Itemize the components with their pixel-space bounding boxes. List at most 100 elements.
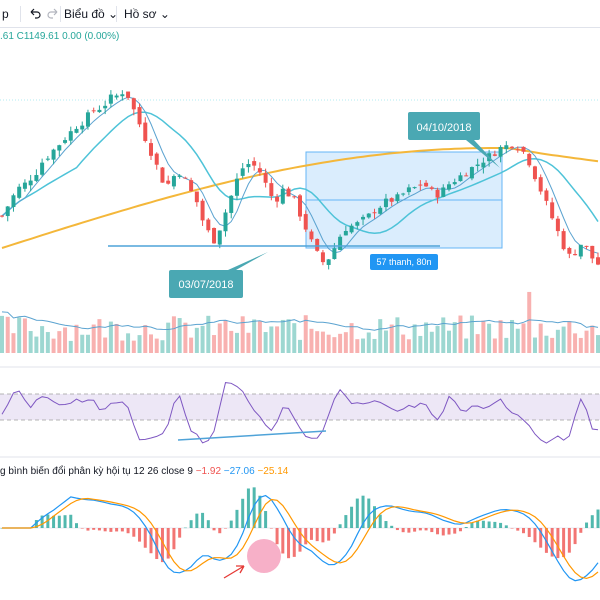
volume-bar — [561, 326, 566, 353]
volume-bar — [401, 334, 406, 353]
undo-icon[interactable] — [28, 0, 44, 28]
macd-histogram-bar — [75, 523, 78, 528]
volume-bar — [80, 334, 85, 353]
volume-bar — [326, 334, 331, 353]
volume-bar — [246, 332, 251, 353]
volume-bar — [510, 319, 515, 353]
volume-bar — [315, 331, 320, 353]
macd-histogram-bar — [430, 528, 434, 533]
candle-body — [194, 191, 199, 203]
profile-menu[interactable]: Hồ sơ ⌄ — [124, 0, 170, 28]
macd-histogram-bar — [499, 522, 503, 528]
volume-bar — [63, 327, 68, 353]
volume-bar — [189, 337, 194, 353]
candle-body — [372, 212, 377, 214]
rsi-divergence-trendline[interactable] — [177, 430, 327, 441]
volume-bar — [280, 319, 285, 353]
candle-body — [212, 227, 217, 244]
candle-body — [303, 214, 308, 230]
candle-body — [74, 128, 79, 133]
candle-body — [85, 112, 90, 127]
volume-bar — [17, 317, 22, 353]
volume-bar — [590, 325, 595, 353]
candle-body — [469, 167, 474, 179]
volume-bar — [406, 339, 411, 353]
candle-body — [57, 145, 62, 151]
chart-type-menu[interactable]: Biểu đồ ⌄ — [64, 0, 118, 28]
macd-histogram-bar — [476, 520, 480, 528]
volume-bar — [257, 321, 262, 353]
macd-histogram-bar — [447, 528, 451, 535]
candle-body — [28, 180, 33, 186]
candle-body — [269, 183, 274, 196]
redo-icon[interactable] — [46, 0, 62, 28]
toolbar-partial-label: p — [2, 7, 9, 21]
macd-histogram-bar — [224, 528, 227, 529]
volume-bar — [126, 333, 131, 353]
candle-body — [63, 140, 68, 143]
volume-bar — [596, 335, 600, 353]
candle-body — [68, 131, 73, 141]
callout-bottom[interactable]: 03/07/2018 — [169, 252, 268, 298]
macd-histogram-bar — [332, 528, 336, 534]
candle-body — [51, 149, 56, 160]
macd-histogram-bar — [361, 495, 365, 528]
macd-histogram-bar — [579, 528, 583, 533]
macd-histogram-bar — [309, 528, 313, 540]
macd-histogram-bar — [109, 528, 113, 532]
candle-body — [510, 146, 515, 148]
volume-bar — [452, 322, 457, 353]
candle-body — [578, 244, 583, 257]
volume-bar — [51, 338, 56, 353]
macd-histogram-bar — [132, 528, 136, 537]
volume-bar — [223, 320, 228, 353]
macd-histogram-bar — [195, 513, 199, 528]
candle-body — [246, 164, 251, 168]
volume-bar — [234, 332, 239, 353]
candle-body — [149, 143, 153, 156]
volume-bar — [487, 323, 492, 353]
macd-histogram-bar — [378, 514, 382, 528]
candle-body — [343, 230, 348, 236]
macd-histogram-bar — [401, 528, 405, 533]
volume-bar — [269, 326, 274, 353]
volume-bars — [0, 291, 600, 353]
macd-histogram-bar — [562, 528, 566, 558]
macd-histogram-bar — [596, 509, 600, 528]
volume-bar — [555, 329, 560, 353]
candle-body — [532, 166, 537, 180]
volume-bar — [166, 322, 171, 353]
candle-body — [401, 193, 406, 195]
candle-body — [166, 180, 171, 184]
macd-legend-hist: −1.92 — [195, 466, 222, 477]
volume-bar — [349, 323, 354, 353]
candle-body — [429, 187, 434, 189]
candle-body — [11, 195, 16, 207]
candle-body — [464, 175, 469, 177]
macd-histogram-bar — [69, 514, 73, 528]
candle-body — [355, 222, 360, 226]
macd-histogram-bar — [539, 528, 543, 548]
macd-histogram-bar — [269, 528, 273, 529]
callout-top[interactable]: 04/10/2018 — [408, 112, 500, 168]
candle-body — [103, 105, 108, 109]
macd-histogram-bar — [229, 520, 233, 528]
macd-histogram-bar — [367, 498, 371, 528]
profile-label: Hồ sơ — [124, 7, 157, 21]
volume-bar — [303, 315, 308, 353]
candle-body — [252, 161, 257, 166]
volume-bar — [263, 332, 268, 353]
candle-body — [189, 180, 194, 192]
candle-body — [223, 212, 228, 232]
chart-type-label: Biểu đồ — [64, 7, 105, 21]
candle-body — [332, 248, 337, 260]
volume-bar — [481, 320, 486, 353]
volume-bar — [240, 316, 245, 353]
volume-bar — [177, 318, 182, 353]
candle-body — [498, 146, 503, 157]
volume-bar — [298, 339, 302, 353]
macd-histogram-bar — [252, 487, 256, 528]
candle-body — [154, 153, 159, 165]
macd-histogram-bar — [166, 528, 170, 559]
